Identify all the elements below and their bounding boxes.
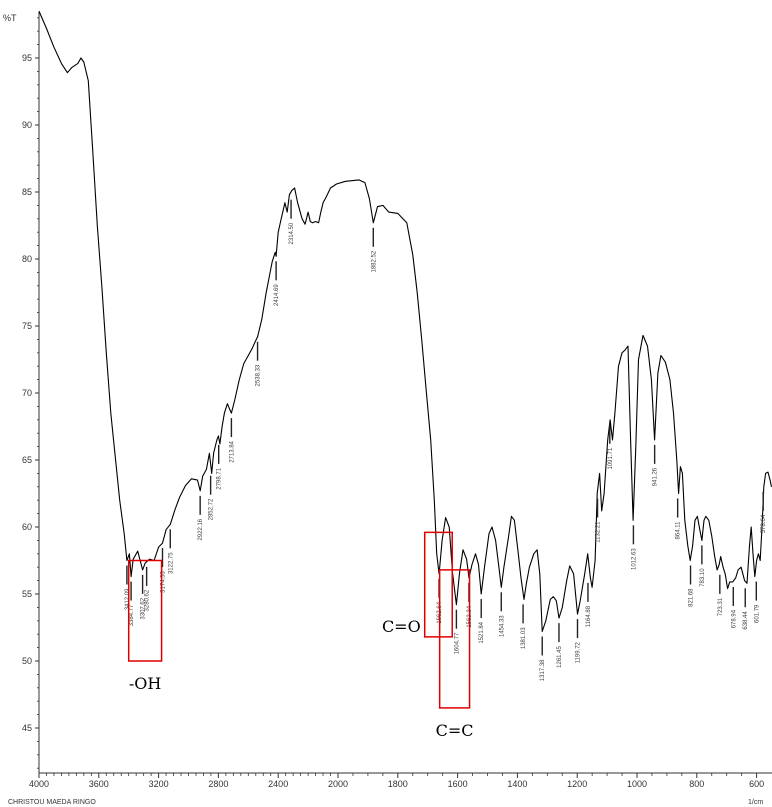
peak-label: 1012.63 (631, 548, 637, 570)
annotation-box (423, 531, 453, 638)
y-tick-label: 50 (22, 656, 32, 666)
peak-label: 601.79 (754, 604, 760, 623)
peak-label: 1091.71 (608, 447, 614, 469)
x-tick-label: 3200 (149, 779, 169, 789)
annotations: -OH C=O C=C (127, 531, 474, 740)
annotation-label: C=O (382, 617, 421, 636)
peak-label: 1521.84 (479, 621, 485, 643)
x-tick-label: 4000 (29, 779, 49, 789)
y-tick-label: 70 (22, 388, 32, 398)
y-tick-label: 90 (22, 120, 32, 130)
peak-label: 1454.33 (499, 615, 505, 637)
peak-label: 864.11 (676, 521, 682, 540)
peak-label: 1317.38 (540, 659, 546, 681)
operator-label: CHRISTOU MAEDA RINGO (8, 799, 96, 806)
peak-label: 2414.69 (274, 284, 280, 306)
x-tick-label: 1200 (567, 779, 587, 789)
x-tick-label: 1400 (507, 779, 527, 789)
annotation-label: C=C (436, 721, 474, 740)
y-axis-label: %T (3, 13, 17, 23)
y-tick-label: 95 (22, 53, 32, 63)
y-tick-label: 85 (22, 187, 32, 197)
peak-label: 578.64 (761, 514, 767, 533)
y-tick-label: 80 (22, 254, 32, 264)
peak-label: 1604.77 (454, 632, 460, 654)
peak-label: 3384.77 (129, 604, 135, 626)
peak-label: 723.31 (718, 597, 724, 616)
x-ticks: 4000 3600 3200 2800 2400 2000 1600 1200 1000 800 6… (29, 773, 764, 789)
peak-label: 3122.75 (168, 552, 174, 574)
peak-label: 941.26 (653, 467, 659, 486)
x-tick-label: 800 (689, 779, 704, 789)
peak-label: 2798.71 (217, 467, 223, 489)
x-tick-label: 600 (749, 779, 764, 789)
peak-label: 1164.88 (586, 605, 592, 627)
peak-label: 2314.50 (289, 222, 295, 244)
peak-label: 2922.16 (198, 518, 204, 540)
y-tick-label: 65 (22, 455, 32, 465)
peak-label: 3307.62 (141, 597, 147, 619)
peak-label: 678.94 (731, 609, 737, 628)
x-tick-label: 2400 (268, 779, 288, 789)
peak-label: 2852.72 (209, 498, 215, 520)
peak-label: 3174.53 (160, 570, 166, 592)
peak-label: 2713.84 (229, 440, 235, 462)
x-tick-label: 3600 (89, 779, 109, 789)
peak-label: 3280.62 (145, 589, 151, 611)
x-tick-label: 2000 (328, 779, 348, 789)
peak-label: 1132.21 (596, 521, 602, 543)
peak-label: 783.10 (700, 568, 706, 587)
y-tick-label: 60 (22, 522, 32, 532)
peak-label: 821.68 (689, 588, 695, 607)
x-tick-label: 1800 (388, 779, 408, 789)
y-tick-label: 45 (22, 723, 32, 733)
annotation-label: -OH (129, 674, 162, 693)
peak-label: 1882.52 (371, 250, 377, 272)
x-tick-label: 1000 (627, 779, 647, 789)
spectrum-line (38, 10, 772, 633)
peak-label: 1199.72 (576, 641, 582, 663)
annotation-box (127, 559, 163, 662)
peak-label: 1381.03 (521, 627, 527, 649)
peak-label: 1261.45 (557, 645, 563, 667)
peak-label: 3412.09 (125, 588, 131, 610)
peak-label: 638.44 (743, 611, 749, 630)
y-tick-label: 75 (22, 321, 32, 331)
x-tick-label: 2800 (208, 779, 228, 789)
y-tick-label: 55 (22, 589, 32, 599)
x-unit-label: 1/cm (748, 799, 763, 806)
annotation-box (438, 569, 471, 709)
peak-label: 2538.33 (256, 364, 262, 386)
y-ticks: 45 50 55 60 65 70 75 80 85 90 95 (22, 17, 39, 769)
x-tick-label: 1600 (448, 779, 468, 789)
